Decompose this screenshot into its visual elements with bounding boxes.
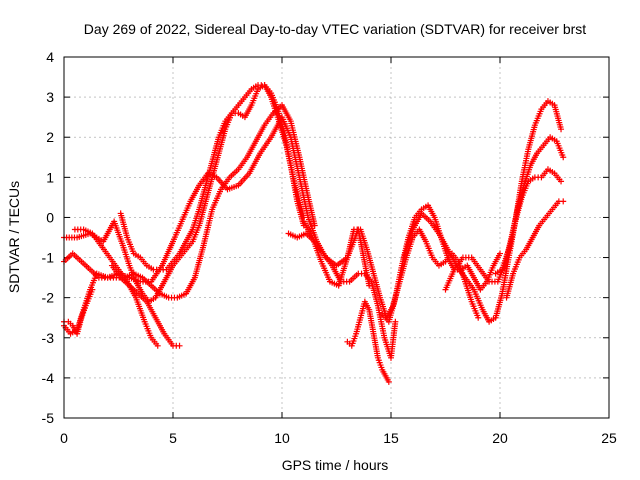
y-tick-label: -3 xyxy=(42,330,55,346)
y-tick-label: -5 xyxy=(42,410,55,426)
y-axis-label: SDTVAR / TECUs xyxy=(6,181,22,293)
x-axis-label: GPS time / hours xyxy=(282,457,389,473)
y-tick-label: 2 xyxy=(46,129,54,145)
series-arc10 xyxy=(344,298,392,385)
x-tick-label: 25 xyxy=(601,430,617,446)
series-arc12 xyxy=(401,98,565,325)
x-tick-label: 10 xyxy=(274,430,290,446)
x-tick-label: 15 xyxy=(383,430,399,446)
data-point xyxy=(497,250,503,257)
series-arc7 xyxy=(108,262,183,349)
y-tick-label: -1 xyxy=(42,250,55,266)
chart-title: Day 269 of 2022, Sidereal Day-to-day VTE… xyxy=(84,21,586,37)
x-tick-label: 20 xyxy=(492,430,508,446)
data-point xyxy=(558,178,565,185)
y-tick-label: 1 xyxy=(46,169,54,185)
series-arc5 xyxy=(117,82,307,273)
data-point xyxy=(560,154,567,161)
series-arc15 xyxy=(503,198,567,301)
x-tick-label: 5 xyxy=(169,430,177,446)
y-tick-label: -4 xyxy=(42,370,55,386)
x-tick-label: 0 xyxy=(60,430,68,446)
plot-frame xyxy=(63,56,610,419)
data-point xyxy=(558,126,565,133)
series-arc4 xyxy=(61,286,96,337)
series-arc8 xyxy=(285,230,399,361)
data-point xyxy=(89,286,96,293)
series-arc14 xyxy=(492,166,565,277)
data-point xyxy=(560,198,567,205)
data-points xyxy=(61,82,567,385)
y-tick-label: 3 xyxy=(46,89,54,105)
y-tick-label: 0 xyxy=(46,209,54,225)
data-point xyxy=(154,342,161,349)
data-point xyxy=(385,378,392,385)
data-point xyxy=(392,318,399,325)
y-tick-label: 4 xyxy=(46,49,54,65)
axis-ticks: 0 5 10 15 20 25 -5 -4 -3 -2 -1 0 1 2 3 4 xyxy=(42,49,617,446)
data-point xyxy=(176,342,183,349)
y-tick-label: -2 xyxy=(42,290,55,306)
grid-lines xyxy=(64,57,609,418)
data-point xyxy=(475,314,482,321)
series-arc6 xyxy=(71,226,161,349)
